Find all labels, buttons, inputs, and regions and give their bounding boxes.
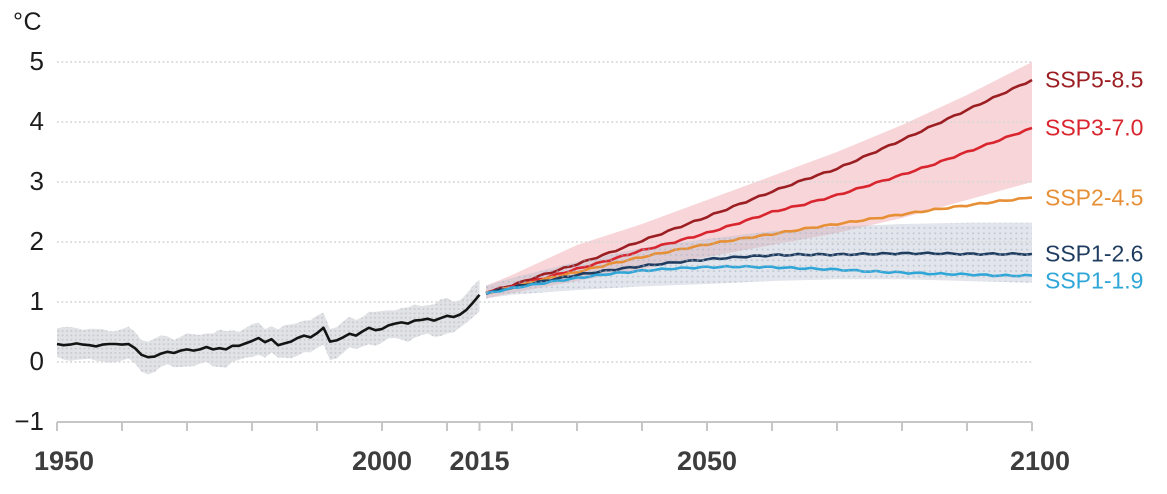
y-tick-label-5: 5 <box>29 45 44 76</box>
x-tick-label-1950: 1950 <box>33 446 95 476</box>
y-tick-label-0: 0 <box>29 345 44 376</box>
x-tick-label-2000: 2000 <box>351 446 413 476</box>
x-tick-label-2015: 2015 <box>449 446 510 476</box>
legend-label-ssp1-1.9: SSP1-1.9 <box>1045 267 1144 294</box>
legend-label-ssp2-4.5: SSP2-4.5 <box>1045 184 1144 211</box>
x-tick-label-2100: 2100 <box>1009 446 1071 476</box>
legend-label-ssp3-7.0: SSP3-7.0 <box>1045 114 1144 141</box>
historical-band-stipple <box>57 279 480 375</box>
x-tick-label-2050: 2050 <box>676 446 738 476</box>
y-tick-label-1: 1 <box>29 285 44 316</box>
y-tick-label-3: 3 <box>29 165 44 196</box>
legend-label-ssp5-8.5: SSP5-8.5 <box>1045 66 1144 93</box>
y-tick-label-2: 2 <box>29 225 44 256</box>
y-tick-label-4: 4 <box>29 105 44 136</box>
low-scenario-band-stipple <box>486 222 1032 299</box>
y-tick-label-−1: −1 <box>14 405 44 436</box>
legend-label-ssp1-2.6: SSP1-2.6 <box>1045 240 1144 267</box>
high-scenario-uncertainty-band <box>486 62 1032 299</box>
y-axis-unit-label: °C <box>13 8 43 36</box>
historical-temperature-line <box>56 293 481 359</box>
